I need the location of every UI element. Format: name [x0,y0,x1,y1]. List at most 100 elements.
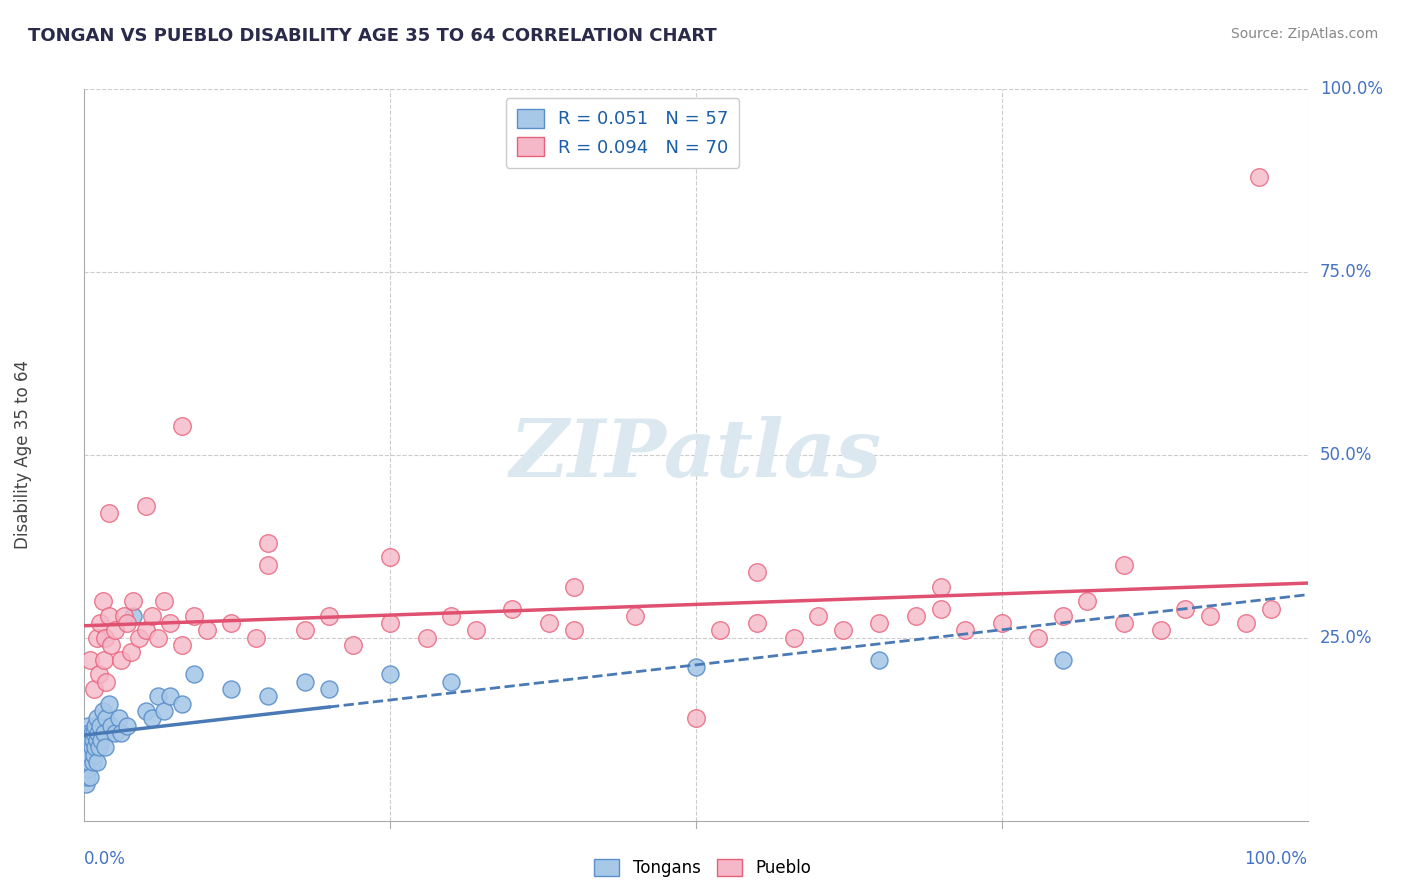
Point [1052,608,1074,623]
Point [294,624,316,638]
Point [183,608,205,623]
Point [1114,616,1136,631]
Point [115,616,138,631]
Point [685,711,707,725]
Point [953,624,976,638]
Text: 50.0%: 50.0% [1320,446,1372,464]
Point [110,653,132,667]
Text: TONGAN VS PUEBLO DISABILITY AGE 35 TO 64 CORRELATION CHART: TONGAN VS PUEBLO DISABILITY AGE 35 TO 64… [28,27,717,45]
Point [76,770,98,784]
Point [100,718,122,732]
Point [76,740,98,755]
Point [141,608,163,623]
Point [89,718,111,732]
Point [104,726,127,740]
Point [380,616,402,631]
Point [94,740,117,755]
Point [115,718,138,732]
Point [219,681,242,696]
Point [83,726,105,740]
Point [77,726,100,740]
Point [747,565,769,579]
Point [82,733,104,747]
Point [538,616,561,631]
Point [1260,601,1282,615]
Point [90,733,112,747]
Point [97,507,120,521]
Point [107,711,129,725]
Point [1052,653,1074,667]
Point [257,558,280,572]
Point [783,631,806,645]
Point [128,631,150,645]
Point [1234,616,1257,631]
Point [135,499,157,513]
Point [75,763,97,777]
Point [87,726,110,740]
Point [501,601,523,615]
Point [440,674,463,689]
Point [380,667,402,681]
Point [94,631,117,645]
Point [97,697,120,711]
Point [120,645,142,659]
Text: 0.0%: 0.0% [84,850,127,868]
Point [153,704,176,718]
Point [86,631,108,645]
Point [318,608,340,623]
Point [1114,558,1136,572]
Point [79,653,101,667]
Point [1028,631,1050,645]
Point [77,763,100,777]
Legend: R = 0.051   N = 57, R = 0.094   N = 70: R = 0.051 N = 57, R = 0.094 N = 70 [506,98,740,168]
Point [709,624,731,638]
Point [440,608,463,623]
Point [79,770,101,784]
Text: 100.0%: 100.0% [1320,80,1384,98]
Point [172,418,194,433]
Point [76,755,98,769]
Point [91,594,114,608]
Point [990,616,1012,631]
Point [219,616,242,631]
Point [97,608,120,623]
Point [82,755,104,769]
Point [77,718,100,732]
Point [929,580,952,594]
Point [79,747,101,762]
Point [257,535,280,549]
Point [146,690,169,704]
Point [1076,594,1098,608]
Text: 100.0%: 100.0% [1244,850,1308,868]
Point [104,624,127,638]
Point [122,594,145,608]
Point [80,740,103,755]
Point [562,580,585,594]
Point [562,624,585,638]
Point [86,755,108,769]
Text: 75.0%: 75.0% [1320,263,1372,281]
Point [86,733,108,747]
Point [318,681,340,696]
Point [172,638,194,652]
Point [84,740,107,755]
Point [89,616,111,631]
Point [96,711,118,725]
Text: 25.0%: 25.0% [1320,629,1372,647]
Point [146,631,169,645]
Point [342,638,364,652]
Point [183,667,205,681]
Point [747,616,769,631]
Point [83,747,105,762]
Text: ZIPatlas: ZIPatlas [510,417,882,493]
Point [93,726,115,740]
Point [380,550,402,565]
Point [100,638,122,652]
Point [195,624,218,638]
Point [929,601,952,615]
Point [869,616,891,631]
Point [416,631,439,645]
Point [84,718,107,732]
Point [257,690,280,704]
Point [245,631,267,645]
